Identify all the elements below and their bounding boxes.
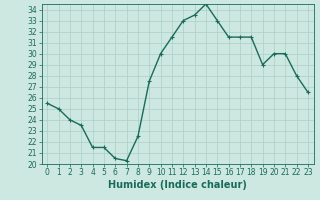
X-axis label: Humidex (Indice chaleur): Humidex (Indice chaleur) bbox=[108, 180, 247, 190]
